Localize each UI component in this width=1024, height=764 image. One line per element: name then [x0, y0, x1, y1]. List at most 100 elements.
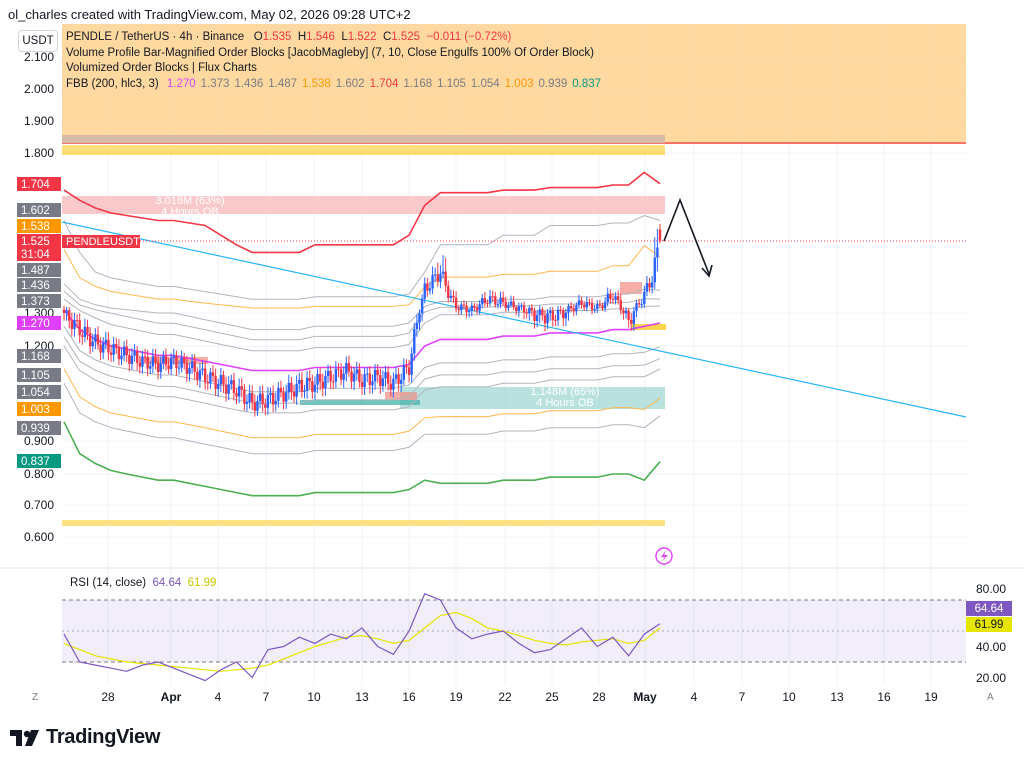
candle-body [143, 356, 147, 358]
candle-body [619, 300, 622, 311]
candle-body [62, 309, 66, 313]
fbb-band-line [63, 214, 661, 300]
candle-body [193, 361, 196, 372]
price-pill-bg [17, 234, 61, 248]
candle-body [102, 343, 105, 353]
time-tick-label: 13 [830, 690, 844, 704]
candle-body [243, 389, 246, 404]
candle-body [222, 375, 225, 385]
candle-body [298, 379, 301, 384]
candle-body [603, 302, 607, 309]
time-tick-label: 28 [101, 690, 115, 704]
candle-body [313, 384, 317, 392]
price-tick-label: 1.800 [24, 146, 54, 160]
candle-body [245, 401, 249, 404]
time-tick-label: 16 [402, 690, 416, 704]
time-axis[interactable]: 28 Apr 4 7 10 13 16 19 22 25 28 May 4 7 10 13 16 19 [101, 690, 938, 704]
candle-body [321, 381, 324, 389]
candle-body [499, 297, 502, 305]
candle-body [371, 381, 374, 386]
candle-body [593, 309, 596, 311]
descending-trendline [61, 221, 967, 418]
price-pill-label: 1.487 [21, 265, 50, 277]
candle-body [96, 334, 100, 345]
candle-body [347, 363, 351, 372]
candle-body [575, 305, 578, 312]
auto-scale-button[interactable]: A [987, 692, 994, 703]
candle-body [308, 377, 311, 382]
price-pill-label: 1.003 [21, 404, 50, 416]
candle-body [133, 351, 136, 356]
candle-body [196, 371, 199, 380]
candle-body [135, 351, 139, 363]
price-axis[interactable]: 2.1002.0001.9001.8001.3001.2000.9000.800… [24, 50, 54, 544]
candle-body [384, 372, 387, 379]
candle-body [428, 288, 432, 291]
time-tick-label: 4 [215, 690, 222, 704]
fbb-band-line [63, 383, 661, 455]
candle-body [219, 375, 223, 385]
candle-body [334, 368, 338, 382]
candle-body [413, 329, 416, 354]
candle-body [237, 386, 241, 397]
candle-body [303, 390, 306, 392]
symbol-tag: PENDLEUSDT [62, 235, 140, 248]
candle-body [577, 300, 581, 306]
bullish-ob-strip [300, 400, 420, 405]
currency-label[interactable]: USDT [18, 30, 58, 52]
candle-body [535, 315, 539, 321]
indicator-1-legend[interactable]: Volume Profile Bar-Magnified Order Block… [66, 46, 594, 59]
candle-body [598, 304, 602, 306]
fbb-value: 1.487 [268, 77, 298, 90]
lightning-icon[interactable] [655, 547, 673, 565]
zoom-corner-button[interactable]: Z [32, 692, 39, 703]
svg-text:61.99: 61.99 [975, 619, 1004, 631]
open-label: O [253, 31, 263, 43]
candle-body [269, 392, 272, 395]
candle-body [83, 326, 87, 337]
candle-body [452, 295, 455, 298]
indicator-2-legend[interactable]: Volumized Order Blocks | Flux Charts [66, 62, 257, 74]
candle-body [290, 382, 293, 393]
candle-body [91, 341, 94, 347]
candle-body [515, 307, 518, 312]
candle-body [120, 355, 123, 360]
candle-body [611, 298, 615, 300]
candle-body [339, 369, 343, 380]
candle-body [274, 400, 277, 405]
candle-body [266, 394, 270, 408]
candle-body [104, 339, 108, 344]
price-pill-label: 1.436 [21, 280, 50, 292]
fbb-legend[interactable]: FBB (200, hlc3, 3) 1.270 1.373 1.436 1.487 1… [66, 77, 601, 93]
candle-body [99, 344, 102, 353]
candle-body [596, 304, 599, 310]
tv-logo-icon [10, 729, 39, 746]
candle-body [551, 310, 555, 320]
price-pill-bg [17, 385, 61, 399]
candle-body [159, 363, 162, 372]
candle-body [454, 297, 458, 309]
rsi-legend[interactable]: RSI (14, close) 64.64 61.99 [70, 577, 216, 589]
candle-body [366, 373, 369, 375]
candle-body [494, 296, 497, 305]
candle-body [287, 382, 291, 393]
fbb-value: 1.704 [369, 77, 399, 90]
candle-body [501, 297, 505, 302]
candle-body [392, 378, 395, 390]
fbb-band-line [63, 345, 661, 414]
candle-body [358, 369, 361, 383]
rsi-lines [63, 593, 661, 682]
candle-body [590, 302, 594, 310]
candle-body [415, 322, 419, 330]
candle-body [107, 339, 110, 353]
fbb-band-line [63, 421, 661, 497]
candle-body [517, 306, 521, 312]
time-tick-label: 10 [307, 690, 321, 704]
svg-text:PENDLEUSDT: PENDLEUSDT [66, 236, 140, 248]
candle-body [316, 373, 319, 385]
candle-body [465, 305, 468, 313]
candle-body [525, 312, 528, 314]
price-tick-label: 0.800 [24, 467, 54, 481]
